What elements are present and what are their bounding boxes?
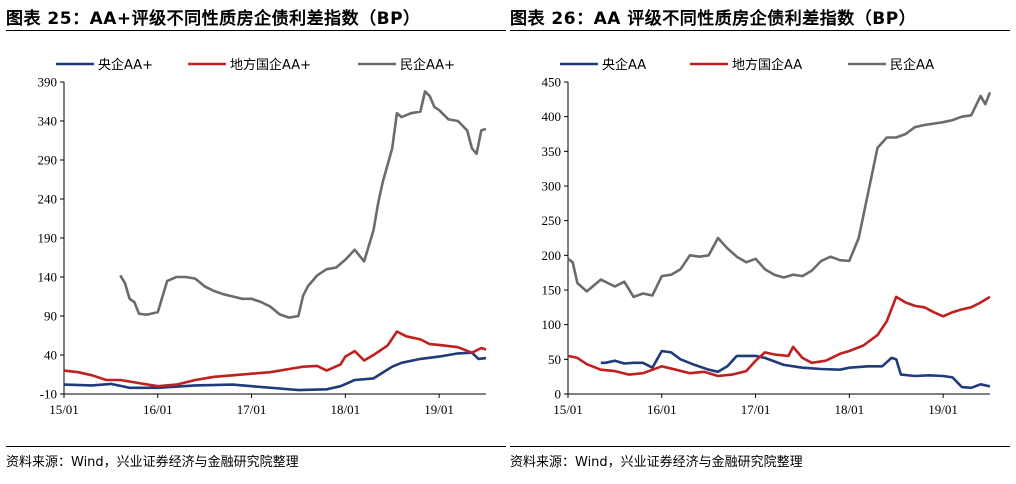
legend-label: 民企AA (890, 57, 934, 73)
x-tick-label: 17/01 (741, 402, 771, 417)
y-tick-label: 290 (38, 153, 58, 168)
x-tick-label: 15/01 (553, 402, 583, 417)
y-tick-label: 150 (542, 283, 562, 298)
y-tick-label: 200 (542, 248, 562, 263)
source-note: 资料来源：Wind，兴业证券经济与金融研究院整理 (510, 455, 803, 470)
title-divider (510, 30, 1010, 31)
x-tick-label: 19/01 (424, 402, 454, 417)
y-tick-label: 40 (44, 348, 57, 363)
chart-panel-aa-plus: 图表 25：AA+评级不同性质房企债利差指数（BP） -10 40 90 140 190… (6, 0, 506, 484)
y-tick-label: 350 (542, 144, 562, 159)
title-divider (6, 30, 506, 31)
y-tick-label: 50 (548, 352, 561, 367)
y-tick-label: 340 (38, 114, 58, 129)
x-tick-label: 17/01 (237, 402, 267, 417)
legend-label: 央企AA+ (98, 57, 153, 73)
series-line-2 (567, 295, 991, 378)
x-tick-label: 16/01 (647, 402, 677, 417)
series-line-3 (567, 91, 992, 299)
y-tick-label: 250 (542, 213, 562, 228)
source-divider (6, 446, 506, 447)
y-tick-label: 100 (542, 317, 562, 332)
chart-title: 图表 26：AA 评级不同性质房企债利差指数（BP） (510, 9, 917, 29)
y-tick-label: 190 (38, 231, 58, 246)
y-tick-label: 300 (542, 179, 562, 194)
legend-label: 地方国企AA+ (230, 57, 311, 73)
x-tick-label: 18/01 (835, 402, 865, 417)
y-tick-label: 90 (44, 309, 57, 324)
line-chart-aa-plus: -10 40 90 140 190 240 290 340 390 15/01 16/01 17/01… (38, 57, 487, 417)
y-tick-label: -10 (40, 387, 57, 402)
y-tick-label: 0 (555, 387, 562, 402)
legend-label: 地方国企AA (732, 57, 802, 73)
series-line-2 (63, 330, 487, 388)
series-line-1 (63, 351, 487, 392)
line-chart-aa: 0 50 100 150 200 250 300 350 400 450 15/01 16/01 17/… (542, 57, 992, 417)
y-tick-label: 240 (38, 192, 58, 207)
y-tick-label: 140 (38, 270, 58, 285)
x-tick-label: 15/01 (49, 402, 79, 417)
series-line-3 (119, 90, 487, 319)
legend-label: 民企AA+ (400, 57, 455, 73)
source-divider (510, 446, 1010, 447)
series-line-1 (600, 349, 991, 390)
y-tick-label: 390 (38, 75, 58, 90)
source-note: 资料来源：Wind，兴业证券经济与金融研究院整理 (6, 455, 299, 470)
y-tick-label: 450 (542, 75, 562, 90)
chart-title: 图表 25：AA+评级不同性质房企债利差指数（BP） (6, 9, 421, 29)
x-tick-label: 18/01 (331, 402, 361, 417)
y-tick-label: 400 (542, 109, 562, 124)
legend-label: 央企AA (602, 57, 646, 73)
x-tick-label: 16/01 (143, 402, 173, 417)
x-tick-label: 19/01 (928, 402, 958, 417)
chart-panel-aa: 图表 26：AA 评级不同性质房企债利差指数（BP） 0 50 100 150 200 2… (510, 0, 1010, 484)
